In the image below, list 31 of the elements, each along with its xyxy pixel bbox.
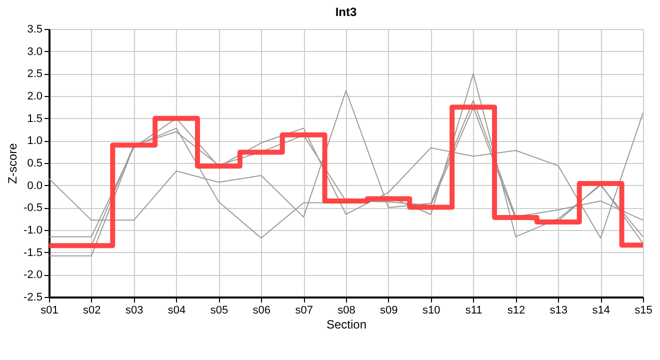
x-tick-label: s11 (465, 304, 482, 316)
x-tick-label: s03 (125, 304, 144, 316)
x-tick-label: s12 (507, 304, 526, 316)
y-tick-label: 3.5 (27, 24, 42, 36)
x-tick-label: s08 (338, 304, 356, 316)
x-tick-label: s14 (592, 304, 610, 316)
x-tick-label: s05 (210, 304, 228, 316)
x-tick-label: s09 (380, 304, 398, 316)
x-axis-title: Section (326, 318, 367, 332)
x-tick-label: s02 (83, 304, 101, 316)
y-tick-label: 3.0 (27, 46, 42, 58)
x-tick-label: s07 (295, 304, 313, 316)
y-tick-label: 1.0 (27, 135, 42, 148)
x-tick-label: s04 (168, 304, 186, 316)
y-tick-label: -1.5 (24, 246, 42, 259)
x-tick-label: s10 (422, 304, 440, 316)
y-tick-label: 2.5 (27, 68, 42, 80)
x-tick-label: s06 (252, 304, 271, 316)
y-axis-title: Z-score (6, 142, 20, 184)
y-tick-label: -2.0 (24, 269, 42, 282)
y-tick-label: -2.5 (24, 292, 42, 304)
x-tick-label: s01 (40, 304, 58, 316)
y-tick-label: 2.0 (27, 90, 42, 102)
x-tick-label: s13 (550, 304, 568, 316)
y-tick-label: -1.0 (24, 224, 42, 236)
y-tick-label: 0.0 (27, 180, 42, 192)
y-tick-label: 0.5 (27, 158, 42, 170)
chart-title: Int3 (335, 5, 357, 19)
y-tick-label: 1.5 (27, 112, 42, 125)
x-tick-label: s15 (634, 304, 652, 316)
y-tick-label: -0.5 (24, 202, 42, 214)
